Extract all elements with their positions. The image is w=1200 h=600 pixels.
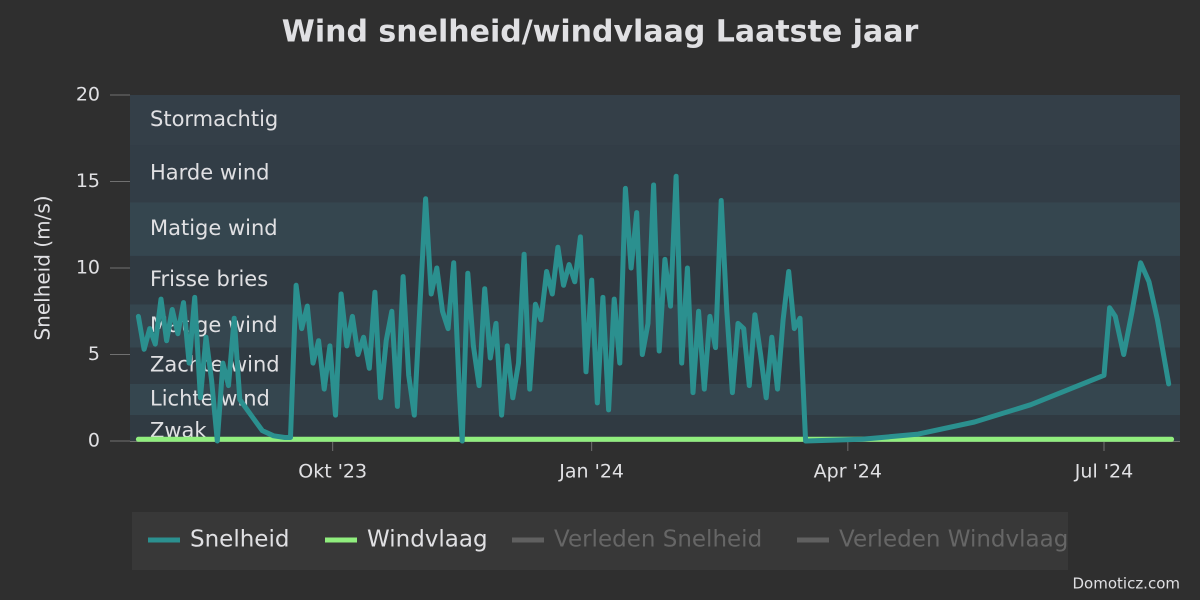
legend-box bbox=[132, 512, 1068, 570]
y-tick-label: 0 bbox=[88, 430, 100, 452]
y-tick-label: 5 bbox=[88, 343, 100, 365]
y-tick-label: 10 bbox=[76, 257, 100, 279]
plot-band bbox=[130, 304, 1180, 348]
legend-label[interactable]: Verleden Snelheid bbox=[554, 527, 762, 553]
plot-band bbox=[130, 347, 1180, 384]
y-tick-label: 15 bbox=[76, 170, 100, 192]
legend-label[interactable]: Verleden Windvlaag bbox=[839, 527, 1068, 553]
plot-band-label: Frisse bries bbox=[150, 267, 268, 291]
y-tick-label: 20 bbox=[76, 84, 100, 106]
plot-band bbox=[130, 95, 1180, 146]
plot-band bbox=[130, 415, 1180, 436]
legend: Snelheid Windvlaag Verleden Snelheid Verled… bbox=[148, 527, 1068, 553]
plot-band-label: Zachte wind bbox=[150, 353, 280, 377]
plot-band-label: Harde wind bbox=[150, 161, 270, 185]
chart-title: Wind snelheid/windvlaag Laatste jaar bbox=[282, 15, 919, 50]
x-tick-label: Jul '24 bbox=[1074, 461, 1133, 483]
legend-label[interactable]: Snelheid bbox=[190, 527, 289, 553]
x-tick-label: Apr '24 bbox=[814, 461, 882, 483]
plot-band bbox=[130, 383, 1180, 416]
series-line bbox=[135, 173, 1172, 444]
plot-band-label: Stormachtig bbox=[150, 107, 278, 131]
x-tick-label: Okt '23 bbox=[298, 461, 367, 483]
series-lines bbox=[135, 173, 1175, 444]
plot-band-label: Matige wind bbox=[150, 216, 278, 240]
x-tick-label: Jan '24 bbox=[558, 461, 624, 483]
credits: Domoticz.com bbox=[1073, 575, 1181, 593]
plot-band-label: Lichte wind bbox=[150, 386, 270, 410]
legend-label[interactable]: Windvlaag bbox=[367, 527, 488, 553]
y-axis-title: Snelheid (m/s) bbox=[31, 195, 55, 340]
